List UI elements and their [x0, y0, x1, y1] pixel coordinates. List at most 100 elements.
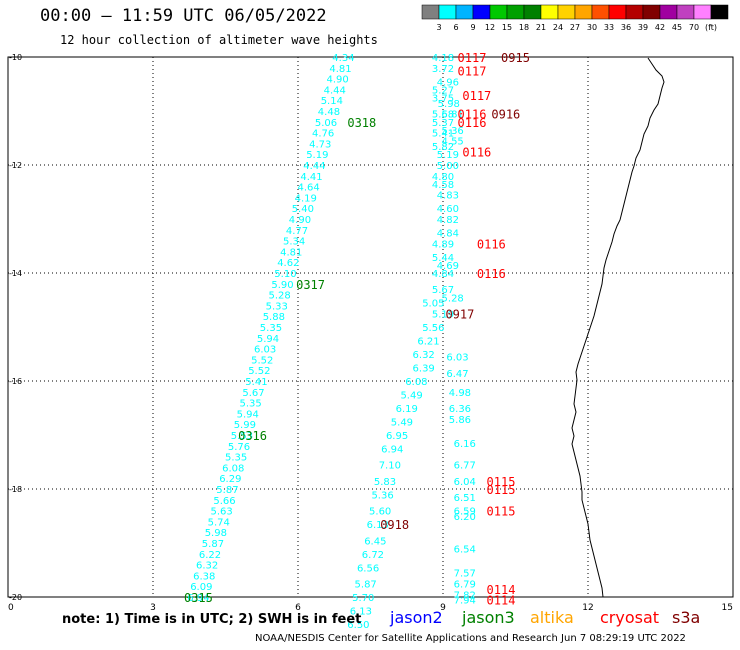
wave-height-label: 5.82 [432, 142, 454, 153]
wave-height-label: 5.83 [374, 477, 396, 488]
wave-height-label: 6.20 [454, 512, 476, 523]
scale-label: 21 [536, 23, 546, 32]
wave-height-label: 6.47 [446, 369, 468, 380]
wave-height-label: 6.72 [362, 550, 384, 561]
wave-height-label: 6.32 [196, 561, 218, 572]
pass-time-label: 0316 [238, 429, 267, 443]
coastline [571, 57, 665, 598]
track-s3a: 0915 0916 0917 0918 [380, 51, 530, 532]
wave-height-label: 6.13 [367, 520, 389, 531]
wave-height-label: 5.94 [257, 334, 279, 345]
wave-height-label: 5.90 [271, 280, 293, 291]
wave-height-label: 4.60 [437, 204, 459, 215]
wave-height-label: 5.19 [432, 310, 454, 321]
wave-height-label: 5.00 [437, 161, 459, 172]
wave-height-label: 5.87 [216, 485, 238, 496]
scale-label: 42 [655, 23, 665, 32]
scale-swatch [455, 4, 474, 20]
pass-time-label: 0117 [458, 65, 487, 79]
wave-height-label: 6.04 [454, 477, 476, 488]
wave-height-label: 5.34 [283, 237, 305, 248]
wave-height-label: 6.03 [254, 345, 276, 356]
wave-height-label: 6.08 [405, 377, 427, 388]
wave-height-label: 5.44 [432, 253, 454, 264]
wave-height-label: 7.82 [454, 590, 476, 601]
wave-height-label: 4.34 [332, 53, 354, 64]
wave-height-label: 4.44 [324, 85, 346, 96]
scale-label: 33 [604, 23, 614, 32]
wave-height-label: 4.55 [442, 137, 464, 148]
pass-time-label: 0916 [491, 108, 520, 122]
scale-swatch [693, 4, 712, 20]
scale-swatch [608, 4, 627, 20]
wave-height-label: 5.94 [237, 409, 259, 420]
wave-height-label: 5.41 [432, 129, 454, 140]
wave-height-label: 5.33 [266, 301, 288, 312]
pass-time-label: 0116 [458, 116, 487, 130]
wave-height-label: 5.88 [263, 312, 285, 323]
pass-time-label: 0917 [445, 308, 474, 322]
scale-label: 27 [570, 23, 580, 32]
scale-label: (ft) [705, 23, 717, 32]
wave-height-label: 4.89 [432, 239, 454, 250]
wave-height-label: 4.84 [432, 269, 454, 280]
wave-height-label: 4.19 [295, 193, 317, 204]
pass-time-label: 0318 [347, 116, 376, 130]
wave-height-label: 4.69 [437, 261, 459, 272]
wave-height-label: 4.90 [327, 75, 349, 86]
wave-height-label: 6.79 [454, 580, 476, 591]
wave-height-label: 5.52 [248, 366, 270, 377]
pass-time-label: 0115 [487, 505, 516, 519]
wave-height-label: 5.28 [442, 293, 464, 304]
wave-height-label: 5.28 [269, 291, 291, 302]
x-tick-label: 6 [295, 603, 301, 613]
pass-time-label: 0116 [462, 146, 491, 160]
plot-border [7, 56, 734, 598]
scale-label: 45 [672, 23, 682, 32]
wave-height-label: 6.39 [413, 364, 435, 375]
wave-height-label: 6.77 [454, 461, 476, 472]
wave-height-label: 6.51 [454, 493, 476, 504]
scale-label: 39 [638, 23, 648, 32]
wave-height-label: 5.70 [352, 593, 374, 604]
pass-time-label: 0918 [380, 518, 409, 532]
x-tick-label: 9 [440, 603, 446, 613]
pass-time-label: 0317 [296, 278, 325, 292]
wave-height-label: 5.98 [438, 99, 460, 110]
lat-lon-grid [7, 56, 734, 598]
coastline-path [571, 57, 665, 598]
pass-time-label: 0115 [487, 475, 516, 489]
wave-height-label: 7.10 [379, 461, 401, 472]
wave-height-label: 4.58 [432, 180, 454, 191]
pass-time-label: 0114 [487, 583, 516, 597]
x-tick-label: 0 [8, 603, 14, 613]
y-tick-label: -20 [9, 593, 22, 602]
legend-s3a: s3a [672, 608, 701, 627]
y-tick-label: -10 [9, 53, 22, 62]
wave-height-label: 5.60 [369, 507, 391, 518]
scale-swatch [659, 4, 678, 20]
wave-height-label: 4.41 [300, 172, 322, 183]
wave-height-label: 6.38 [193, 571, 215, 582]
wave-height-label: 5.52 [251, 355, 273, 366]
wave-height-label: 5.68 [432, 110, 454, 121]
scale-label: 3 [436, 23, 441, 32]
wave-height-label: 4.62 [277, 258, 299, 269]
color-scale-bar: 3 6 9 12 15 18 21 24 27 30 33 36 39 42 45 70 (ft) [421, 4, 729, 32]
scale-swatch [557, 4, 576, 20]
wave-height-label: 4.64 [298, 183, 320, 194]
pass-time-label: 0116 [477, 267, 506, 281]
scale-swatch [506, 4, 525, 20]
wave-height-label: 5.19 [437, 150, 459, 161]
scale-swatch [523, 4, 542, 20]
wave-height-label: 5.05 [422, 299, 444, 310]
wave-height-label: 4.81 [280, 247, 302, 258]
pass-time-label: 0117 [462, 89, 491, 103]
scale-label: 18 [519, 23, 529, 32]
wave-height-label: 6.16 [454, 439, 476, 450]
wave-height-label: 6.08 [222, 463, 244, 474]
wave-height-label: 6.94 [381, 445, 403, 456]
pass-time-label: 0114 [487, 594, 516, 608]
scale-swatch [438, 4, 457, 20]
